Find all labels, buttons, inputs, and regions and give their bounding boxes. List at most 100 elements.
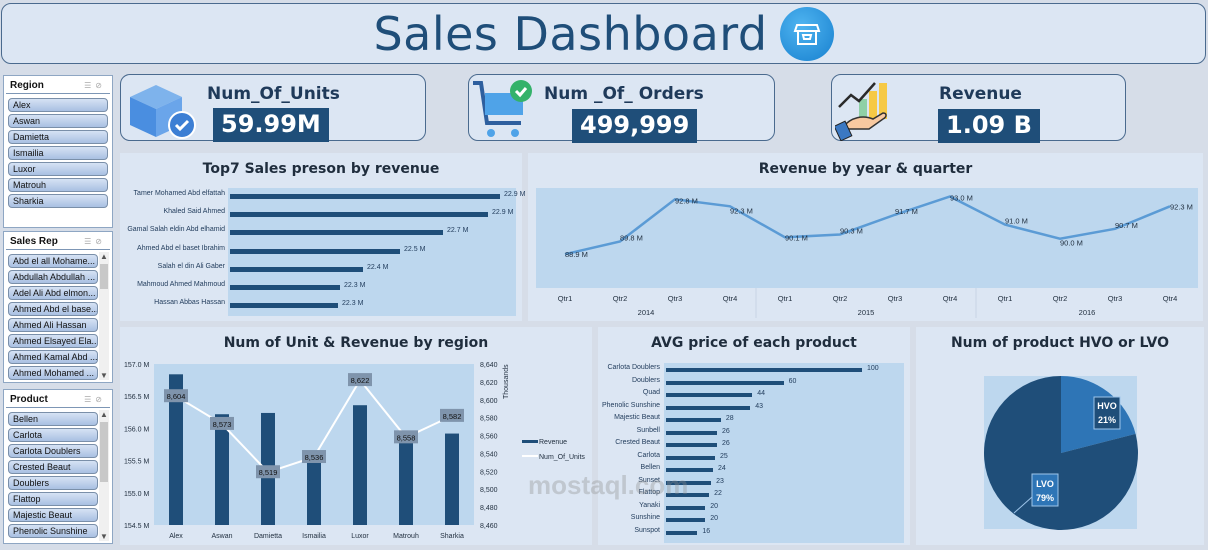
svg-text:8,640: 8,640 bbox=[480, 362, 498, 369]
bar-value-label: 22.7 M bbox=[447, 227, 469, 235]
slicer-item[interactable]: Ahmed Abd el base... bbox=[8, 302, 98, 316]
svg-text:8,573: 8,573 bbox=[213, 420, 232, 429]
bar bbox=[230, 230, 443, 236]
slicer-item[interactable]: Flattop bbox=[8, 492, 98, 506]
svg-text:156.0 M: 156.0 M bbox=[124, 426, 149, 433]
slicer-item[interactable]: Matrouh bbox=[8, 178, 108, 192]
scroll-up-icon[interactable]: ▲ bbox=[100, 410, 108, 419]
slicer-item[interactable]: Damietta bbox=[8, 130, 108, 144]
svg-text:157.0 M: 157.0 M bbox=[124, 362, 149, 369]
svg-text:90.1 M: 90.1 M bbox=[785, 233, 808, 242]
kpi-label: Num _Of_ Orders bbox=[544, 84, 704, 104]
multiselect-clear-filter-icons[interactable]: ☰⊘ bbox=[84, 81, 106, 90]
revenue-by-quarter-chart: Revenue by year & quarter 88.9 M Qtr1 89.8… bbox=[528, 153, 1203, 321]
bar-category-label: Salah el din Ali Gaber bbox=[157, 262, 225, 270]
svg-text:154.5 M: 154.5 M bbox=[124, 523, 149, 530]
bar-category-label: Bellen bbox=[640, 464, 660, 471]
slicer-title: Product bbox=[10, 394, 48, 405]
svg-text:8,600: 8,600 bbox=[480, 398, 498, 405]
svg-text:HVO: HVO bbox=[1097, 401, 1117, 411]
bar-category-label: Ahmed Abd el baset Ibrahim bbox=[137, 244, 225, 252]
slicer-item[interactable]: Abdullah Abdullah ... bbox=[8, 270, 98, 284]
bar-value-label: 16 bbox=[702, 527, 711, 535]
slicer-item[interactable]: Ismailia bbox=[8, 146, 108, 160]
bar-category-label: Hassan Abbas Hassan bbox=[154, 299, 225, 307]
bar-value-label: 28 bbox=[725, 415, 734, 422]
bar-value-label: 22.5 M bbox=[404, 245, 426, 253]
slicer-item[interactable]: Phenolic Sunshine bbox=[8, 524, 98, 538]
slicer-item[interactable]: Carlota Doublers bbox=[8, 444, 98, 458]
slicer-item[interactable]: Bellen bbox=[8, 412, 98, 426]
page-title: Sales Dashboard bbox=[373, 6, 768, 61]
bar bbox=[666, 443, 717, 447]
slicer-item[interactable]: Alex bbox=[8, 98, 108, 112]
slicer-item[interactable]: Aswan bbox=[8, 114, 108, 128]
hvo-lvo-pie-chart: Num of product HVO or LVO HVO 21% LVO 79% bbox=[916, 327, 1204, 545]
svg-text:8,520: 8,520 bbox=[480, 469, 498, 476]
kpi-label: Revenue bbox=[939, 84, 1022, 104]
bar bbox=[666, 393, 753, 397]
shop-icon bbox=[779, 6, 834, 61]
bar bbox=[666, 418, 721, 422]
bar-category-label: Crested Beaut bbox=[615, 439, 660, 446]
bar-value-label: 22 bbox=[714, 490, 722, 497]
bar-value-label: 26 bbox=[721, 440, 730, 447]
slicer-item[interactable]: Ahmed Mohamed ... bbox=[8, 366, 98, 380]
slicer-item[interactable]: Adel Ali Abd elmon... bbox=[8, 286, 98, 300]
watermark: mostaql.com bbox=[528, 470, 689, 500]
scroll-down-icon[interactable]: ▼ bbox=[100, 371, 108, 380]
svg-text:8,560: 8,560 bbox=[480, 434, 498, 441]
slicer-item[interactable]: Doublers bbox=[8, 476, 98, 490]
scroll-up-icon[interactable]: ▲ bbox=[100, 252, 108, 261]
multiselect-clear-filter-icons[interactable]: ☰⊘ bbox=[84, 237, 106, 246]
bar-category-label: Sunshine bbox=[630, 514, 660, 521]
bar bbox=[666, 518, 706, 522]
slicer-title: Sales Rep bbox=[10, 236, 58, 247]
svg-text:92.3 M: 92.3 M bbox=[1170, 202, 1193, 211]
sales-rep-slicer: Sales Rep ☰⊘ Abd el all Mohame... Abdullah… bbox=[3, 231, 113, 383]
pie-chart: HVO 21% LVO 79% bbox=[984, 376, 1138, 530]
bar-value-label: 25 bbox=[720, 452, 728, 460]
slicer-item[interactable]: Ahmed Kamal Abd ... bbox=[8, 350, 98, 364]
slicer-item[interactable]: Ahmed Ali Hassan bbox=[8, 318, 98, 332]
bar-category-label: Yanaki bbox=[639, 501, 660, 509]
svg-text:89.8 M: 89.8 M bbox=[620, 234, 643, 243]
svg-text:Qtr4: Qtr4 bbox=[723, 294, 738, 303]
bar-value-label: 22.4 M bbox=[367, 263, 389, 271]
slicer-item[interactable]: Abd el all Mohame... bbox=[8, 254, 98, 268]
slicer-scrollbar[interactable]: ▲ ▼ bbox=[99, 410, 109, 541]
svg-text:Thousands: Thousands bbox=[503, 364, 510, 399]
slicer-item[interactable]: Carlota bbox=[8, 428, 98, 442]
line-chart: 88.9 M Qtr1 89.8 M Qtr2 92.8 M Qtr3 92.3 M Qtr4… bbox=[536, 188, 1198, 318]
slicer-item[interactable]: Majestic Beaut bbox=[8, 508, 98, 522]
kpi-value: 499,999 bbox=[572, 109, 698, 143]
svg-text:8,500: 8,500 bbox=[480, 487, 498, 494]
chart-title: Top7 Sales preson by revenue bbox=[202, 161, 440, 177]
slicer-item[interactable]: Crested Beaut bbox=[8, 460, 98, 474]
scroll-down-icon[interactable]: ▼ bbox=[100, 532, 108, 541]
slicer-item[interactable]: Ahmed Elsayed Ela... bbox=[8, 334, 98, 348]
bar bbox=[666, 455, 715, 460]
svg-text:91.7 M: 91.7 M bbox=[895, 207, 918, 216]
slicer-item[interactable]: Sharkia bbox=[8, 194, 108, 208]
bar-value-label: 26 bbox=[721, 427, 730, 435]
bar-category-label: Sunbell bbox=[636, 426, 660, 434]
cart-check-icon bbox=[473, 80, 532, 137]
top7-salesperson-chart: Top7 Sales preson by revenue Tamer Moham… bbox=[120, 153, 525, 321]
svg-text:Qtr1: Qtr1 bbox=[778, 294, 793, 303]
svg-text:79%: 79% bbox=[1036, 493, 1054, 503]
svg-text:Qtr1: Qtr1 bbox=[998, 294, 1013, 303]
bar bbox=[666, 468, 714, 472]
svg-text:8,519: 8,519 bbox=[259, 468, 278, 477]
bar-category-label: Sunspot bbox=[634, 526, 660, 534]
bar-value-label: 100 bbox=[867, 365, 879, 372]
svg-text:Luxor: Luxor bbox=[351, 533, 369, 540]
bar-category-label: Sunset bbox=[638, 476, 660, 484]
multiselect-clear-filter-icons[interactable]: ☰⊘ bbox=[84, 395, 106, 404]
bar bbox=[666, 505, 706, 510]
slicer-scrollbar[interactable]: ▲ ▼ bbox=[99, 252, 109, 380]
slicer-item[interactable]: Luxor bbox=[8, 162, 108, 176]
svg-text:Aswan: Aswan bbox=[211, 533, 232, 540]
svg-text:Qtr3: Qtr3 bbox=[668, 294, 683, 303]
svg-text:Qtr2: Qtr2 bbox=[1053, 294, 1068, 303]
